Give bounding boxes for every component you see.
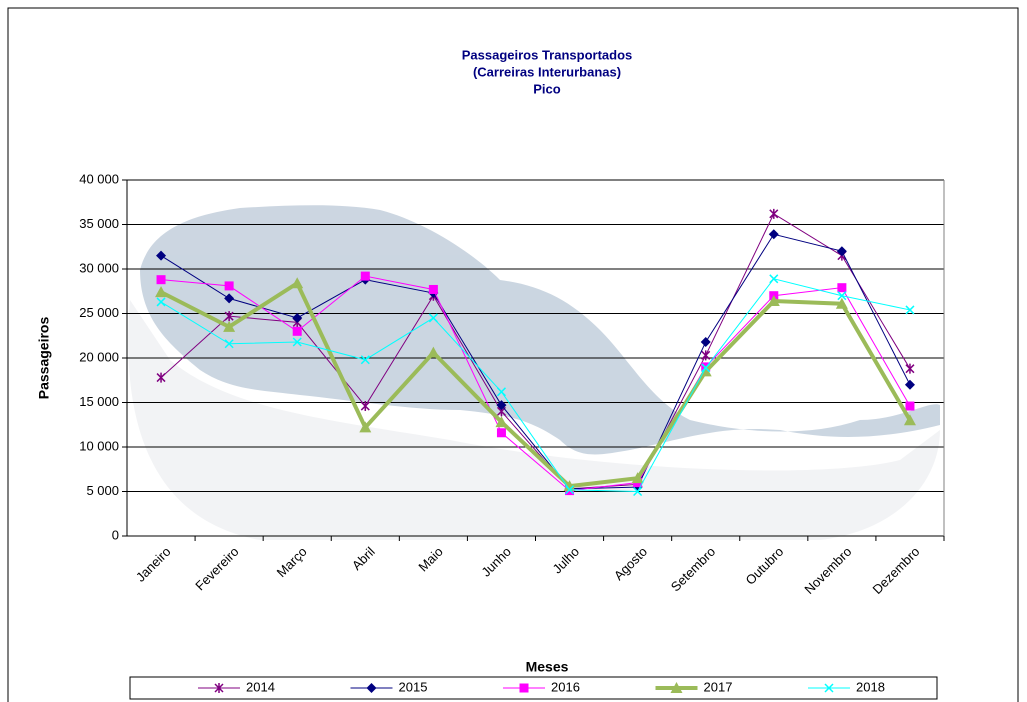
marker <box>366 683 377 693</box>
island-shape <box>140 205 940 455</box>
y-tick-label: 5 000 <box>86 483 119 498</box>
legend-label: 2018 <box>856 679 885 694</box>
series <box>155 277 916 492</box>
marker <box>427 346 440 358</box>
marker <box>905 305 915 315</box>
y-axis-title: Passageiros <box>36 317 52 400</box>
marker <box>768 229 779 240</box>
series-line <box>160 280 912 489</box>
marker <box>156 297 166 307</box>
marker <box>214 683 224 693</box>
marker <box>631 472 644 484</box>
marker <box>292 337 302 347</box>
marker <box>904 379 915 390</box>
marker <box>700 336 711 347</box>
y-tick-label: 20 000 <box>79 349 119 364</box>
series-line <box>160 275 911 492</box>
marker <box>633 486 643 497</box>
marker <box>224 293 235 304</box>
chart-title: (Carreiras Interurbanas) <box>473 64 621 79</box>
y-tick-label: 35 000 <box>79 216 119 231</box>
series-line <box>160 233 911 490</box>
legend-label: 2017 <box>704 679 733 694</box>
marker <box>836 246 847 257</box>
marker <box>670 682 683 693</box>
marker <box>496 387 506 397</box>
sea-shade <box>128 300 940 540</box>
marker <box>769 274 779 284</box>
marker <box>496 428 506 438</box>
marker <box>903 414 916 426</box>
marker <box>835 297 848 309</box>
marker <box>767 295 780 307</box>
marker <box>156 250 167 261</box>
marker <box>701 350 711 361</box>
marker <box>565 485 575 495</box>
chart-title: Passageiros Transportados <box>462 47 633 62</box>
marker <box>224 281 234 291</box>
marker <box>769 208 779 219</box>
background-map <box>128 205 940 540</box>
legend-label: 2016 <box>551 679 580 694</box>
marker <box>563 480 576 492</box>
marker <box>360 271 370 281</box>
marker <box>156 275 166 285</box>
legend-label: 2014 <box>246 679 275 694</box>
marker <box>496 400 507 411</box>
marker <box>224 339 234 349</box>
x-axis-title: Meses <box>526 659 569 675</box>
marker <box>701 363 711 373</box>
marker <box>837 291 847 301</box>
marker <box>292 312 303 323</box>
y-tick-label: 10 000 <box>79 438 119 453</box>
y-tick-label: 40 000 <box>79 171 119 186</box>
marker <box>224 311 234 322</box>
marker <box>155 286 168 298</box>
marker <box>156 372 166 383</box>
legend-label: 2015 <box>399 679 428 694</box>
marker <box>837 283 847 293</box>
y-tick-label: 15 000 <box>79 394 119 409</box>
marker <box>905 401 915 411</box>
marker <box>359 421 372 433</box>
y-tick-label: 30 000 <box>79 260 119 275</box>
marker <box>428 313 438 323</box>
marker <box>291 277 304 289</box>
marker <box>223 320 236 332</box>
y-tick-label: 25 000 <box>79 305 119 320</box>
marker <box>360 401 370 412</box>
marker <box>428 284 438 294</box>
series-line <box>160 278 911 493</box>
chart-title: Pico <box>533 81 561 96</box>
marker <box>495 416 508 428</box>
series <box>156 274 915 497</box>
marker <box>360 355 370 365</box>
marker <box>292 326 302 336</box>
series-line <box>160 213 911 490</box>
marker <box>519 683 529 693</box>
marker <box>824 683 834 693</box>
marker <box>905 363 915 374</box>
y-tick-label: 0 <box>112 527 119 542</box>
